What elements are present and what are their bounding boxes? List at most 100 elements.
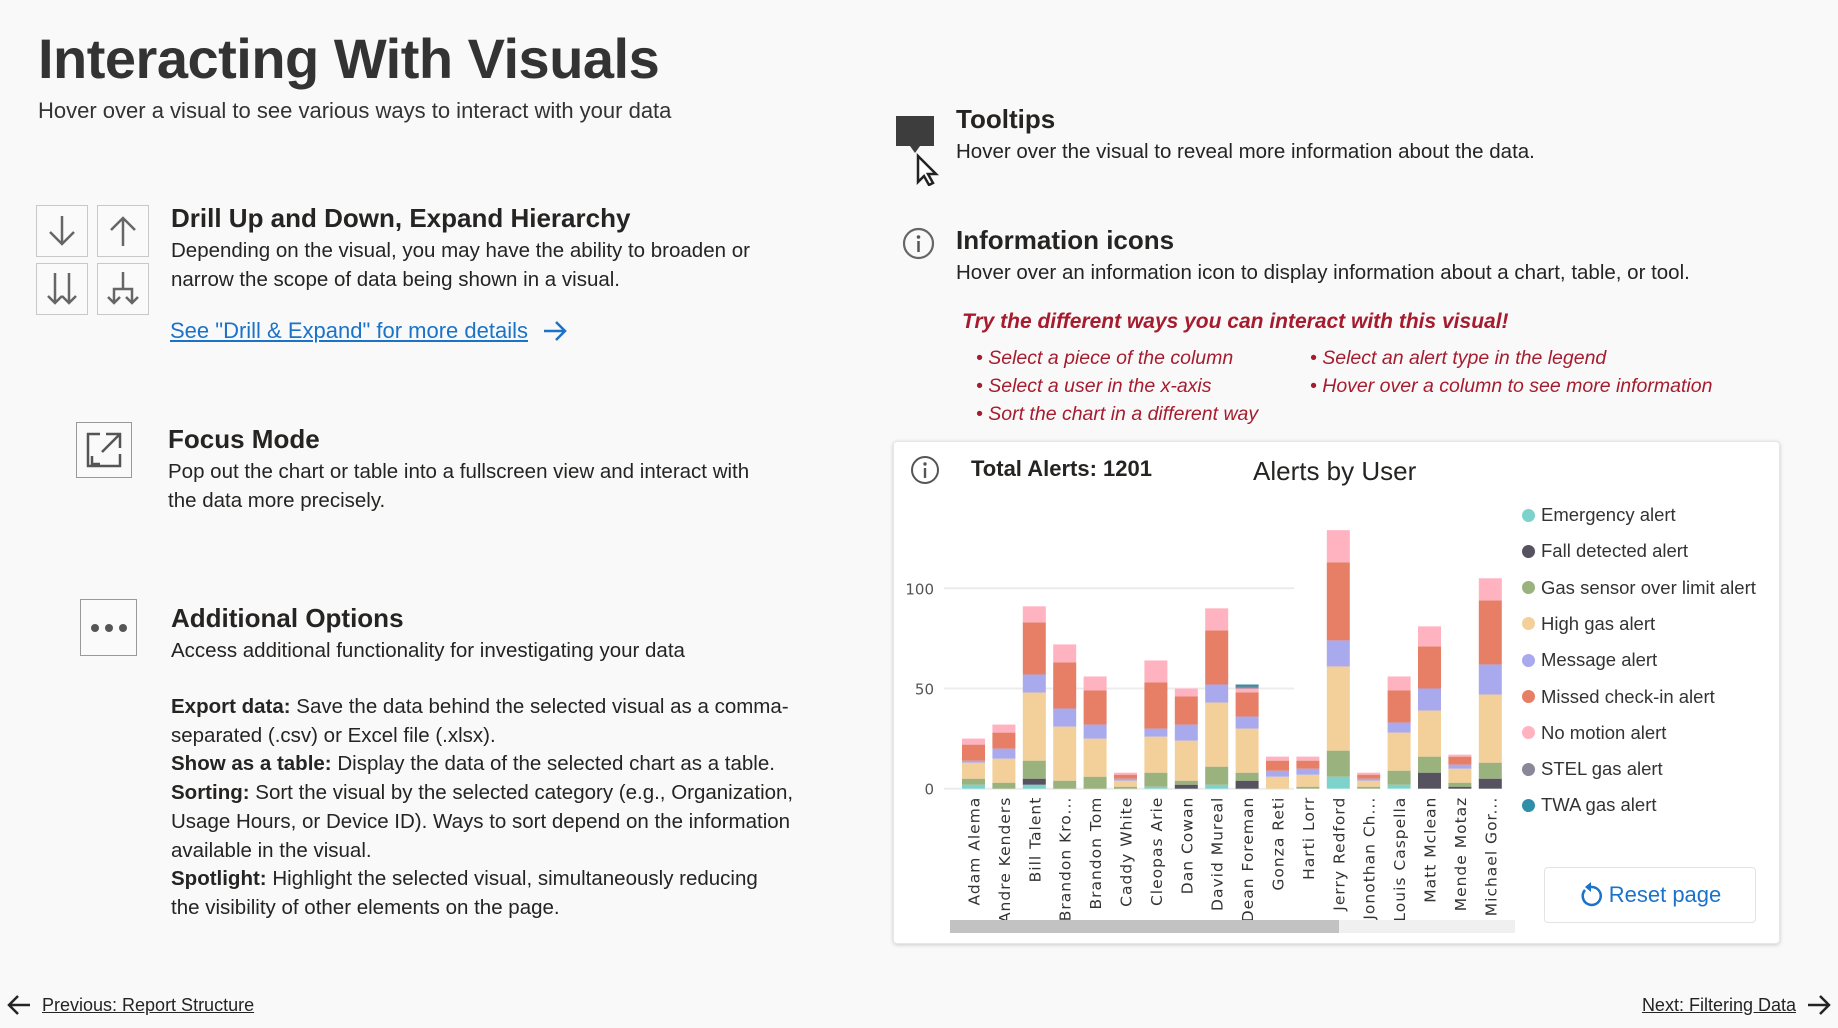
bar-segment[interactable] [1478, 578, 1502, 601]
x-axis-label[interactable]: Jerry Redford [1330, 797, 1348, 912]
bar-segment[interactable] [1022, 692, 1046, 761]
bar-segment[interactable] [1326, 530, 1350, 563]
bar-segment[interactable] [1144, 682, 1168, 729]
next-label[interactable]: Next: Filtering Data [1641, 994, 1796, 1015]
bar-segment[interactable] [1235, 772, 1259, 781]
bar-segment[interactable] [1418, 626, 1441, 647]
bar-segment[interactable] [962, 744, 985, 761]
x-axis-label[interactable]: Jonothan Ch... [1361, 797, 1379, 921]
x-axis-label[interactable]: Bill Talent [1026, 797, 1044, 883]
bar-segment[interactable] [962, 760, 985, 763]
bar-segment[interactable] [1235, 716, 1259, 729]
bar-segment[interactable] [1114, 786, 1137, 789]
bar-segment[interactable] [1083, 738, 1107, 777]
bar-segment[interactable] [1418, 756, 1441, 773]
legend-item[interactable]: Fall detected alert [1522, 540, 1688, 562]
bar-segment[interactable] [1022, 778, 1046, 785]
bar-segment[interactable] [1418, 688, 1441, 711]
bar-segment[interactable] [1053, 726, 1077, 781]
bar-segment[interactable] [1022, 674, 1046, 693]
bar-segment[interactable] [1235, 780, 1259, 789]
bar-segment[interactable] [1053, 780, 1077, 789]
bar-segment[interactable] [1144, 772, 1168, 787]
bar-segment[interactable] [1448, 768, 1472, 783]
stacked-bar-chart[interactable]: 0 50 100 Adam Alema Andre Kenders Bill Talent… [894, 442, 1514, 945]
bar-segment[interactable] [1387, 690, 1411, 723]
bar-segment[interactable] [1387, 732, 1411, 771]
legend-item[interactable]: STEL gas alert [1522, 758, 1663, 780]
bar-segment[interactable] [1326, 750, 1350, 777]
bar-segment[interactable] [1296, 760, 1320, 769]
bar-segment[interactable] [1053, 662, 1077, 709]
bar-segment[interactable] [1478, 600, 1502, 665]
bar-segment[interactable] [992, 758, 1016, 783]
legend-item[interactable]: Gas sensor over limit alert [1522, 577, 1756, 599]
x-axis-label[interactable]: Andre Kenders [996, 797, 1014, 923]
bar-segment[interactable] [1326, 776, 1350, 789]
x-axis-label[interactable]: Harti Lorr [1300, 797, 1318, 880]
legend-item[interactable]: TWA gas alert [1522, 794, 1657, 816]
bar-segment[interactable] [1448, 782, 1472, 787]
bar-segment[interactable] [1296, 774, 1320, 787]
horizontal-scrollbar[interactable] [950, 920, 1515, 933]
bar-segment[interactable] [1387, 770, 1411, 785]
bar-segment[interactable] [1083, 724, 1107, 739]
chart-info-icon[interactable] [910, 455, 940, 485]
x-axis-label[interactable]: Brandon Kro... [1057, 797, 1075, 922]
scrollbar-thumb[interactable] [950, 920, 1339, 933]
bar-segment[interactable] [1478, 664, 1502, 695]
bar-segment[interactable] [1326, 562, 1350, 641]
bar-segment[interactable] [1022, 622, 1046, 675]
bar-segment[interactable] [1053, 708, 1077, 727]
bar-segment[interactable] [1448, 764, 1472, 769]
bar-segment[interactable] [962, 778, 985, 785]
x-axis-label[interactable]: Brandon Tom [1087, 797, 1105, 910]
drill-expand-link[interactable]: See "Drill & Expand" for more details [170, 318, 568, 344]
bar-segment[interactable] [1235, 728, 1259, 773]
previous-page-link[interactable]: Previous: Report Structure [6, 994, 254, 1016]
bar-segment[interactable] [962, 784, 985, 789]
legend-item[interactable]: Emergency alert [1522, 504, 1676, 526]
bar-segment[interactable] [1296, 756, 1320, 761]
bar-segment[interactable] [1418, 710, 1441, 757]
bar-segment[interactable] [1144, 660, 1168, 683]
bar-segment[interactable] [1022, 760, 1046, 779]
x-axis-label[interactable]: Dean Foreman [1239, 797, 1257, 923]
bar-segment[interactable] [1357, 778, 1381, 781]
bar-segment[interactable] [1174, 740, 1198, 781]
x-axis-label[interactable]: Michael Gor... [1482, 797, 1500, 917]
bar-segment[interactable] [1205, 630, 1229, 685]
x-axis-label[interactable]: Adam Alema [966, 797, 984, 906]
bar-segment[interactable] [1114, 774, 1137, 779]
bar-segment[interactable] [992, 748, 1016, 759]
bar-segment[interactable] [1174, 780, 1198, 785]
bar-segment[interactable] [1144, 786, 1168, 789]
bar-segment[interactable] [1174, 688, 1198, 697]
bar-segment[interactable] [1114, 780, 1137, 787]
bar-segment[interactable] [1266, 756, 1289, 761]
legend-item[interactable]: High gas alert [1522, 613, 1655, 635]
bar-segment[interactable] [1266, 760, 1289, 771]
x-axis-label[interactable]: Caddy White [1118, 797, 1136, 907]
bar-segment[interactable] [1083, 776, 1107, 789]
bar-segment[interactable] [1205, 766, 1229, 785]
x-axis-label[interactable]: Mende Motaz [1452, 797, 1470, 912]
bar-segment[interactable] [1266, 776, 1289, 789]
bar-segment[interactable] [1296, 786, 1320, 789]
alerts-by-user-visual[interactable]: Total Alerts: 1201 Alerts by User 0 50 100… [893, 441, 1780, 944]
bar-segment[interactable] [1083, 676, 1107, 691]
bar-segment[interactable] [992, 732, 1016, 749]
bar-segment[interactable] [1144, 736, 1168, 773]
bar-segment[interactable] [1266, 770, 1289, 777]
bar-segment[interactable] [1205, 702, 1229, 767]
bar-segment[interactable] [1387, 722, 1411, 733]
bar-segment[interactable] [1174, 724, 1198, 741]
bar-segment[interactable] [1114, 772, 1137, 775]
legend-item[interactable]: Message alert [1522, 649, 1657, 671]
bar-segment[interactable] [1357, 774, 1381, 779]
bar-segment[interactable] [1235, 686, 1259, 689]
x-axis-label[interactable]: Louis Caspella [1391, 797, 1409, 922]
x-axis-label[interactable]: Dan Cowan [1178, 797, 1196, 895]
drill-link-text[interactable]: See "Drill & Expand" for more details [170, 318, 528, 343]
bar-segment[interactable] [1387, 784, 1411, 789]
